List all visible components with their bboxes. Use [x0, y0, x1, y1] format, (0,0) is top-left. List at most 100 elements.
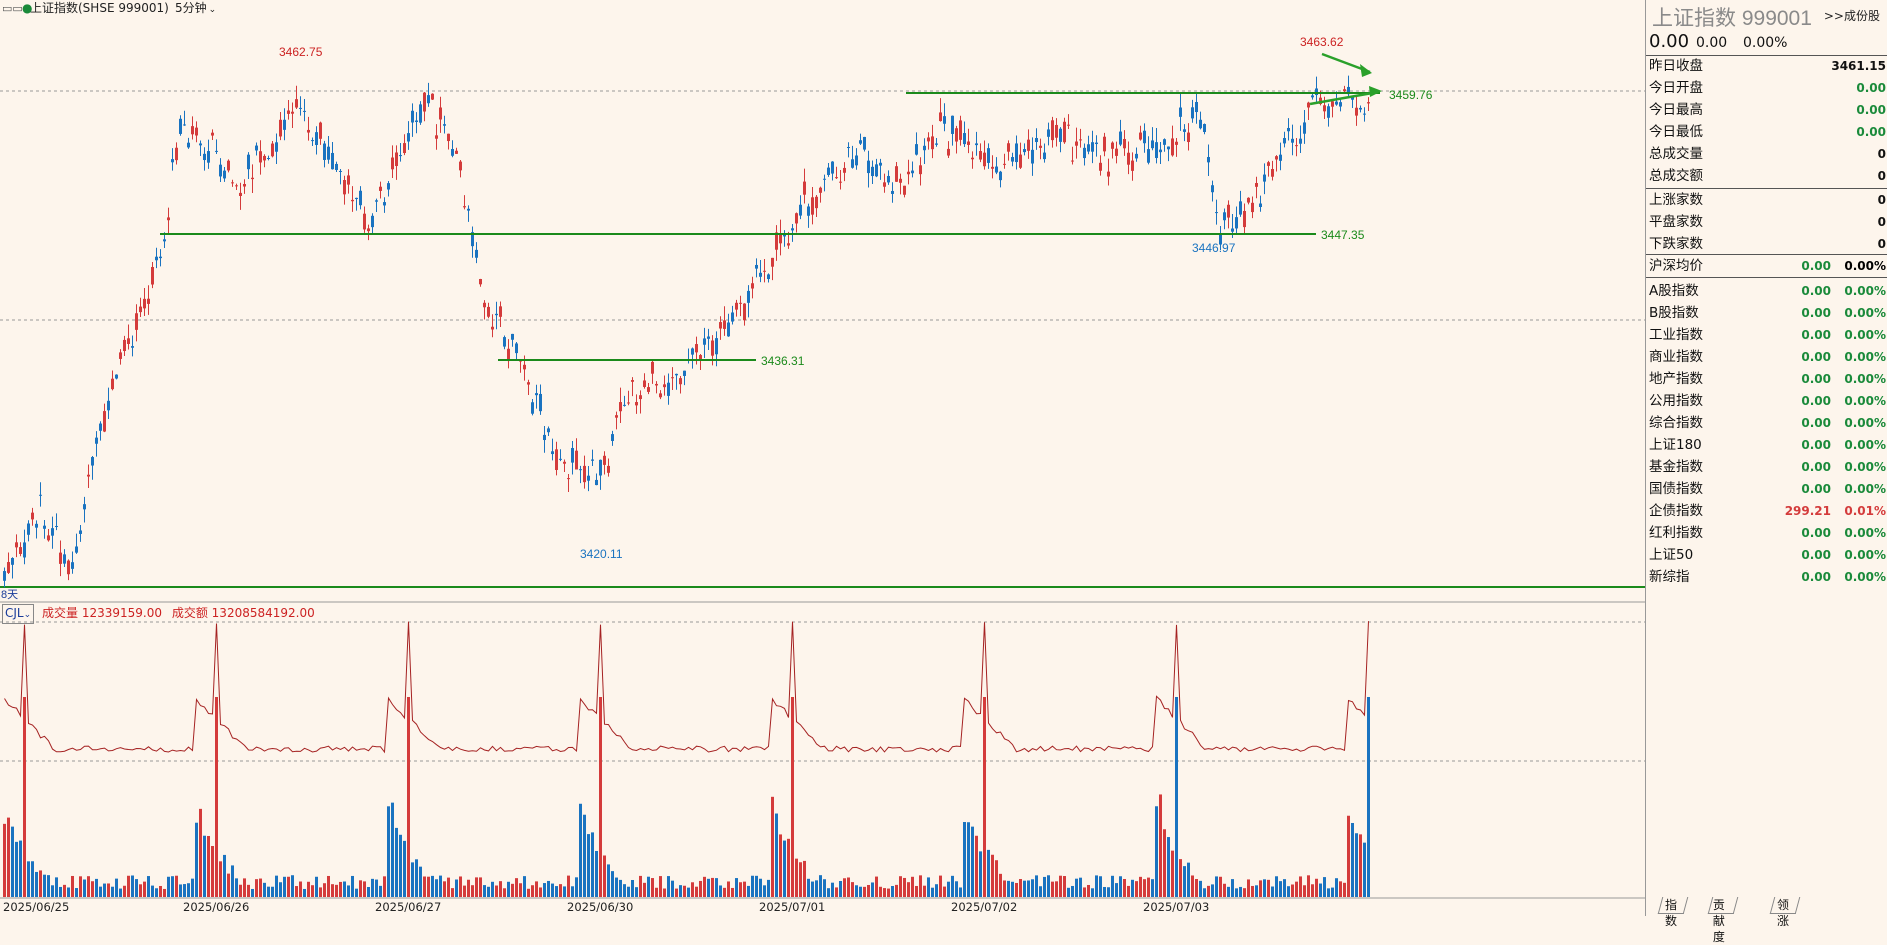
candle-body	[319, 122, 322, 139]
candle-body	[627, 402, 630, 404]
index-row[interactable]: 红利指数 0.00 0.00%	[1646, 522, 1887, 544]
candle-body	[83, 504, 86, 510]
candle-body	[303, 110, 306, 112]
volume-bar	[1315, 878, 1318, 897]
candle-body	[347, 175, 350, 185]
drag-handle-icon[interactable]: ▭▭	[2, 2, 23, 15]
volume-bar	[279, 882, 282, 897]
candle-body	[615, 415, 618, 418]
volume-bar	[55, 877, 58, 897]
index-pct: 0.00%	[1844, 372, 1886, 386]
index-row[interactable]: 公用指数 0.00 0.00%	[1646, 390, 1887, 412]
candle-body	[43, 525, 46, 529]
candle-body	[127, 338, 130, 344]
candle-body	[339, 170, 342, 172]
candle-body	[123, 339, 126, 352]
volume-bar	[479, 877, 482, 897]
index-pct: 0.00%	[1844, 548, 1886, 562]
volume-bar	[451, 888, 454, 897]
candle-body	[1087, 144, 1090, 152]
volume-bar	[191, 878, 194, 897]
candle-body	[999, 171, 1002, 181]
candle-body	[1099, 162, 1102, 171]
volume-bar	[63, 884, 66, 897]
trend-arrow-upper	[1360, 64, 1372, 77]
index-row[interactable]: 基金指数 0.00 0.00%	[1646, 456, 1887, 478]
candle-body	[1255, 183, 1258, 187]
candle-body	[403, 143, 406, 154]
candlestick-chart[interactable]: 3462.75 3463.62 3420.11 3446.97 3447.35 …	[0, 0, 1645, 916]
chart-area[interactable]: 3462.75 3463.62 3420.11 3446.97 3447.35 …	[0, 0, 1645, 916]
candle-body	[1163, 139, 1166, 145]
volume-bar	[1247, 879, 1250, 897]
volume-bar	[575, 877, 578, 897]
volume-bar	[1047, 875, 1050, 897]
volume-bar	[1123, 878, 1126, 897]
candle-body	[831, 161, 834, 174]
volume-bar	[923, 885, 926, 897]
index-row[interactable]: 上证50 0.00 0.00%	[1646, 544, 1887, 566]
volume-bar	[859, 886, 862, 897]
volume-bar	[851, 882, 854, 897]
quote-row: 今日开盘 0.00	[1646, 77, 1887, 99]
index-row[interactable]: 企债指数 299.21 0.01%	[1646, 500, 1887, 522]
index-row[interactable]: 国债指数 0.00 0.00%	[1646, 478, 1887, 500]
volume-bar	[527, 888, 530, 897]
candle-body	[179, 118, 182, 134]
volume-bar	[1199, 880, 1202, 897]
candle-body	[483, 302, 486, 308]
candle-body	[543, 434, 546, 441]
candle-body	[419, 104, 422, 123]
tab-index[interactable]: 指数	[1657, 897, 1689, 928]
label-high-1: 3462.75	[279, 45, 323, 59]
candle-body	[667, 382, 670, 396]
volume-bar	[1363, 842, 1366, 897]
candle-body	[863, 136, 866, 150]
volume-bar	[231, 865, 234, 897]
components-link[interactable]: >>成份股	[1823, 9, 1880, 23]
volume-bar	[1103, 886, 1106, 897]
index-row[interactable]: 地产指数 0.00 0.00%	[1646, 368, 1887, 390]
candle-body	[1227, 204, 1230, 218]
candle-body	[491, 326, 494, 330]
index-row[interactable]: A股指数 0.00 0.00%	[1646, 280, 1887, 302]
candle-body	[471, 232, 474, 247]
index-value: 0.00	[1801, 548, 1831, 562]
index-row[interactable]: 商业指数 0.00 0.00%	[1646, 346, 1887, 368]
index-row[interactable]: 综合指数 0.00 0.00%	[1646, 412, 1887, 434]
candle-body	[1079, 139, 1082, 141]
volume-bar	[507, 881, 510, 897]
period-selector[interactable]: 5分钟 ⌄	[175, 1, 217, 15]
volume-bar	[167, 876, 170, 897]
volume-bar	[151, 885, 154, 897]
volume-bar	[843, 878, 846, 897]
candle-body	[183, 124, 186, 126]
index-row[interactable]: B股指数 0.00 0.00%	[1646, 302, 1887, 324]
candle-body	[679, 378, 682, 385]
volume-bar	[1003, 880, 1006, 897]
volume-bar	[319, 887, 322, 897]
index-label: 公用指数	[1649, 393, 1703, 409]
volume-bar	[623, 884, 626, 897]
volume-bar	[635, 887, 638, 897]
tab-contribution[interactable]: 贡献度	[1707, 897, 1739, 944]
volume-bar	[1059, 875, 1062, 897]
candle-body	[211, 132, 214, 136]
volume-bar	[1303, 885, 1306, 897]
volume-bar	[739, 882, 742, 897]
candle-body	[623, 404, 626, 406]
index-row[interactable]: 工业指数 0.00 0.00%	[1646, 324, 1887, 346]
indicator-selector[interactable]: CJL⌄	[2, 604, 35, 624]
candle-body	[95, 437, 98, 444]
index-row[interactable]: 上证180 0.00 0.00%	[1646, 434, 1887, 456]
avg-price-row: 沪深均价 0.00 0.00%	[1646, 255, 1887, 277]
tab-leading[interactable]: 领涨	[1769, 897, 1801, 928]
volume-bar	[251, 888, 254, 897]
index-row[interactable]: 新综指 0.00 0.00%	[1646, 566, 1887, 588]
volume-bar	[211, 845, 214, 897]
volume-bar	[1011, 881, 1014, 897]
candle-body	[879, 162, 882, 166]
volume-bar	[827, 888, 830, 897]
candle-body	[1331, 101, 1334, 107]
volume-bar	[695, 886, 698, 897]
